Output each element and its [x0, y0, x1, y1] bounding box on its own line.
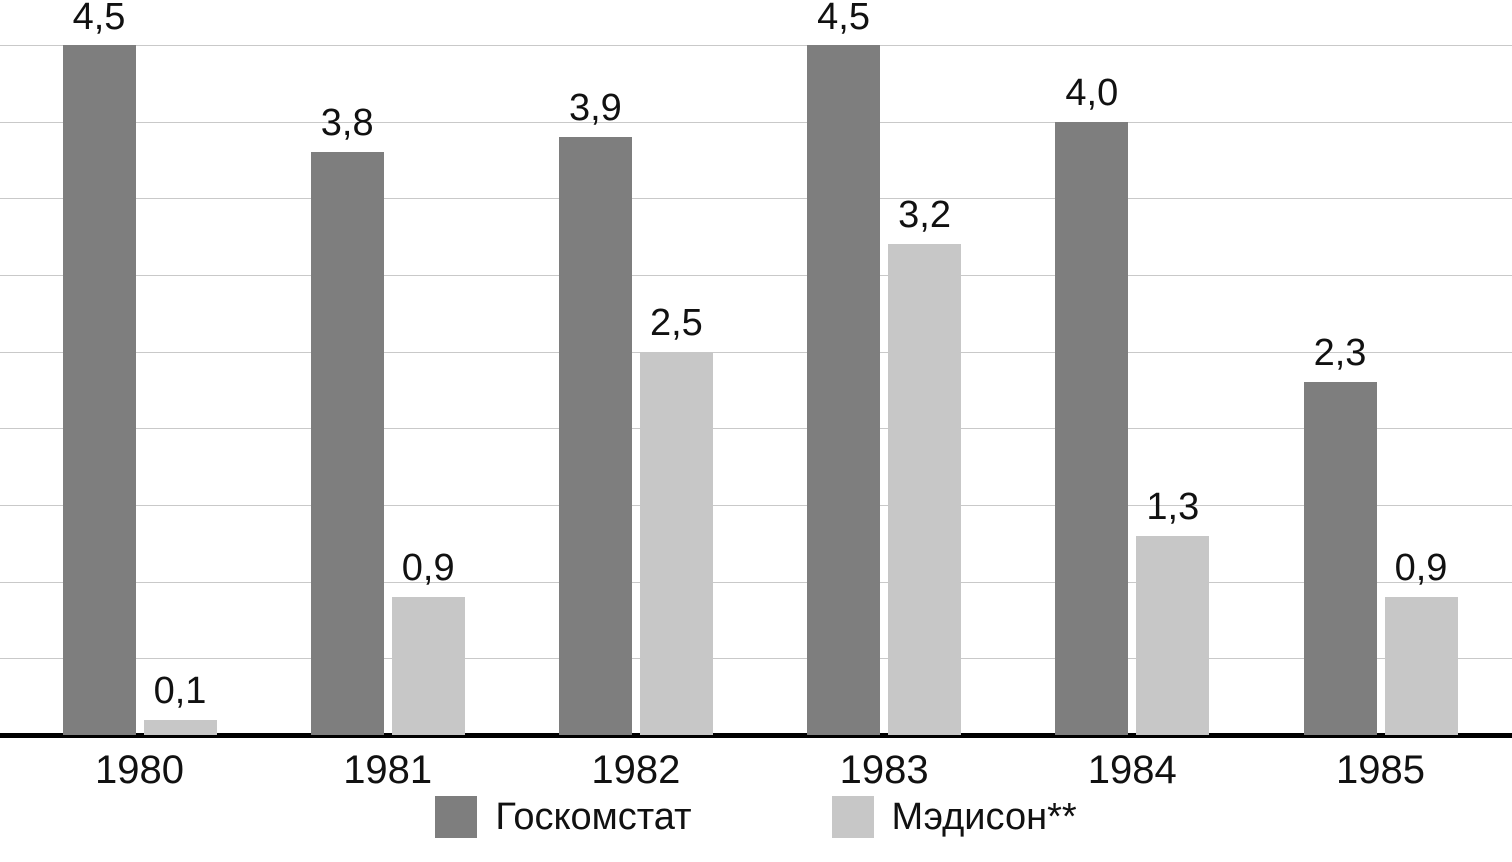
gridline — [0, 121, 1512, 123]
bar-madison-1980 — [143, 719, 217, 735]
value-label: 2,3 — [1313, 332, 1367, 375]
value-label: 3,9 — [568, 87, 622, 129]
bar-madison-1981 — [391, 597, 465, 735]
x-axis-line — [0, 733, 1512, 738]
value-label: 0,1 — [153, 669, 207, 712]
legend-swatch-goskomstat — [435, 796, 478, 838]
legend-label-goskomstat: Госкомстат — [495, 796, 692, 838]
gridline — [0, 505, 1512, 506]
value-label: 4,5 — [72, 0, 126, 38]
legend-item-madison: Мэдисон** — [831, 796, 1077, 838]
bar-goskomstat-1983 — [807, 45, 881, 735]
gridline — [0, 581, 1512, 583]
value-label: 4,5 — [817, 0, 870, 38]
bar-madison-1984 — [1136, 535, 1210, 735]
bar-goskomstat-1982 — [558, 137, 632, 735]
value-label: 0,9 — [401, 547, 455, 589]
value-label: 2,5 — [649, 301, 703, 344]
gridline — [0, 45, 1512, 46]
bar-goskomstat-1980 — [62, 45, 136, 735]
x-tick-label-1985: 1985 — [1336, 748, 1425, 792]
bar-madison-1983 — [888, 244, 962, 735]
x-tick-label-1984: 1984 — [1087, 748, 1177, 792]
plot-area: 4,5 0,1 3,8 0,9 3,9 2,5 4,5 3,2 4,0 1,3 2,3 0,9 — [0, 0, 1512, 738]
value-label: 1,3 — [1146, 485, 1200, 528]
bar-goskomstat-1981 — [310, 152, 384, 735]
bar-madison-1982 — [639, 351, 713, 735]
x-tick-label-1982: 1982 — [591, 748, 681, 792]
gridline — [0, 351, 1512, 353]
x-tick-label-1981: 1981 — [343, 748, 433, 792]
x-tick-label-1983: 1983 — [839, 748, 929, 792]
legend-label-madison: Мэдисон** — [891, 796, 1077, 838]
value-label: 3,8 — [320, 102, 374, 145]
gridline — [0, 198, 1512, 200]
x-tick-label-1980: 1980 — [95, 748, 184, 792]
bar-madison-1985 — [1384, 597, 1458, 735]
bar-goskomstat-1984 — [1055, 121, 1129, 735]
legend: Госкомстат Мэдисон** — [0, 796, 1512, 838]
value-label: 3,2 — [898, 194, 951, 237]
legend-swatch-madison — [831, 796, 874, 838]
gridline — [0, 658, 1512, 660]
legend-item-goskomstat: Госкомстат — [435, 796, 692, 838]
gridline — [0, 428, 1512, 430]
gridline — [0, 275, 1512, 276]
value-label: 0,9 — [1394, 547, 1448, 589]
bar-goskomstat-1985 — [1303, 382, 1377, 735]
value-label: 4,0 — [1065, 71, 1119, 114]
